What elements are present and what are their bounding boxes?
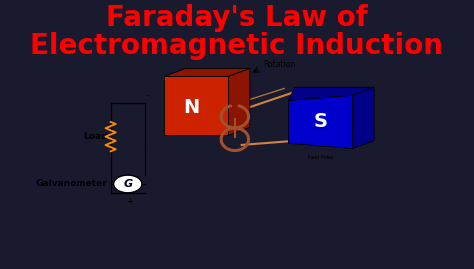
Polygon shape (164, 68, 250, 76)
Text: Electromagnetic Induction: Electromagnetic Induction (30, 32, 444, 60)
Text: Galvanometer: Galvanometer (36, 179, 107, 189)
Polygon shape (164, 76, 228, 135)
Text: Rotation: Rotation (264, 61, 296, 69)
Text: Load: Load (83, 132, 107, 141)
Text: G: G (123, 179, 132, 189)
Polygon shape (288, 95, 353, 149)
Text: S: S (313, 112, 328, 132)
Polygon shape (228, 68, 250, 135)
Circle shape (114, 175, 142, 193)
Text: Field Poles: Field Poles (308, 155, 333, 160)
Polygon shape (288, 87, 374, 101)
Text: N: N (183, 98, 199, 116)
Polygon shape (353, 87, 374, 149)
Text: Faraday's Law of: Faraday's Law of (106, 3, 368, 32)
Text: -: - (147, 91, 150, 101)
Text: +: + (127, 197, 133, 206)
